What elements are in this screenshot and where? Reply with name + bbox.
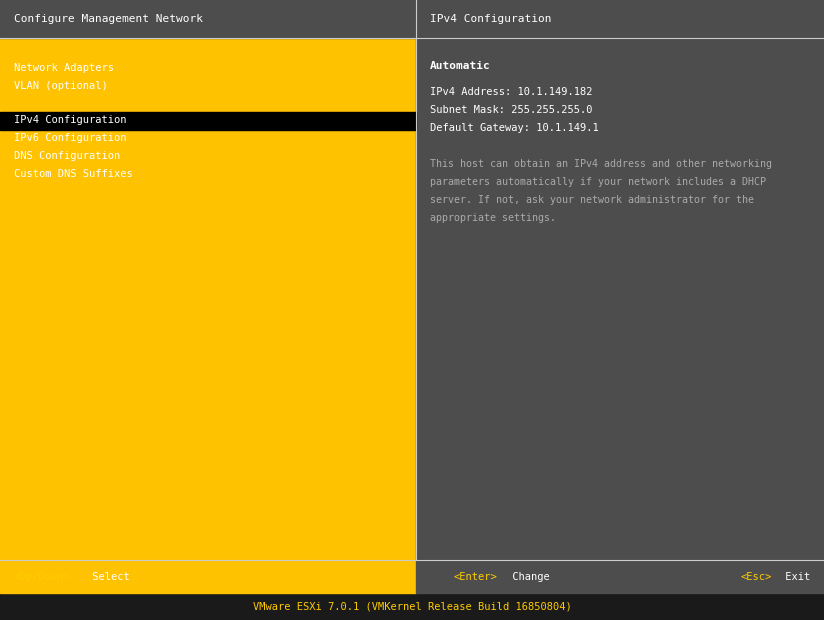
Bar bbox=[416, 38, 824, 560]
Bar bbox=[0, 560, 416, 593]
Text: <Esc>: <Esc> bbox=[741, 572, 772, 582]
Text: Subnet Mask: 255.255.255.0: Subnet Mask: 255.255.255.0 bbox=[430, 105, 592, 115]
Text: Change: Change bbox=[506, 572, 550, 582]
Text: server. If not, ask your network administrator for the: server. If not, ask your network adminis… bbox=[430, 195, 754, 205]
Text: Select: Select bbox=[86, 572, 129, 582]
Text: VMware ESXi 7.0.1 (VMKernel Release Build 16850804): VMware ESXi 7.0.1 (VMKernel Release Buil… bbox=[253, 601, 571, 611]
Text: <Enter>: <Enter> bbox=[454, 572, 498, 582]
Text: appropriate settings.: appropriate settings. bbox=[430, 213, 556, 223]
Text: VLAN (optional): VLAN (optional) bbox=[14, 81, 108, 91]
Text: Default Gateway: 10.1.149.1: Default Gateway: 10.1.149.1 bbox=[430, 123, 599, 133]
Text: <Up/Down>: <Up/Down> bbox=[14, 572, 70, 582]
Bar bbox=[0, 0, 416, 38]
Text: Exit: Exit bbox=[779, 572, 810, 582]
Text: IPv6 Configuration: IPv6 Configuration bbox=[14, 133, 127, 143]
Text: This host can obtain an IPv4 address and other networking: This host can obtain an IPv4 address and… bbox=[430, 159, 772, 169]
Bar bbox=[0, 112, 416, 130]
Text: Configure Management Network: Configure Management Network bbox=[14, 14, 203, 24]
Text: IPv4 Address: 10.1.149.182: IPv4 Address: 10.1.149.182 bbox=[430, 87, 592, 97]
Text: Custom DNS Suffixes: Custom DNS Suffixes bbox=[14, 169, 133, 179]
Text: Network Adapters: Network Adapters bbox=[14, 63, 114, 73]
Text: parameters automatically if your network includes a DHCP: parameters automatically if your network… bbox=[430, 177, 766, 187]
Text: Automatic: Automatic bbox=[430, 61, 491, 71]
Bar bbox=[416, 0, 824, 38]
Bar bbox=[0, 593, 824, 620]
Text: IPv4 Configuration: IPv4 Configuration bbox=[14, 115, 127, 125]
Bar bbox=[0, 38, 416, 560]
Text: IPv4 Configuration: IPv4 Configuration bbox=[430, 14, 551, 24]
Bar bbox=[416, 560, 824, 593]
Text: DNS Configuration: DNS Configuration bbox=[14, 151, 120, 161]
